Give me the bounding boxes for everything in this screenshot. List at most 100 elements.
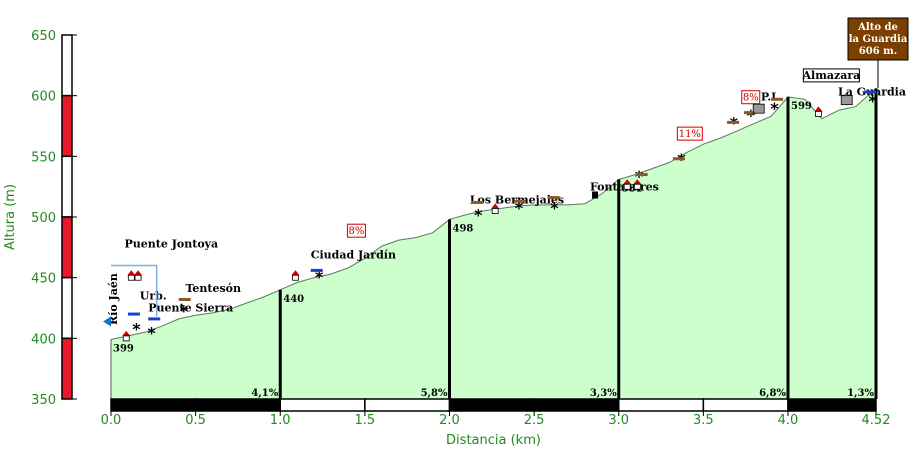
summit-line-2: la Guardia xyxy=(849,34,908,45)
summit-line-3: 606 m. xyxy=(859,46,897,57)
distance-band xyxy=(533,398,620,412)
y-axis-ticks: 350 400 450 500 550 600 650 xyxy=(31,29,77,408)
segment-gradient-label: 3,3% xyxy=(590,388,617,399)
house-icon-body xyxy=(292,274,299,281)
place-label: Río Jaén xyxy=(107,273,120,325)
y-tick-label: 400 xyxy=(31,332,56,347)
distance-band xyxy=(194,398,281,412)
distance-band xyxy=(364,398,451,412)
junction-icon: * xyxy=(635,167,644,186)
place-label: Ciudad Jardín xyxy=(311,248,396,261)
junction-icon: * xyxy=(770,99,779,118)
house-icon-body xyxy=(815,111,822,117)
junction-icon: * xyxy=(747,106,756,125)
segment-markers: 4,1% 440 5,8% 498 3,3% 531 6,8% 599 1,3% 399 xyxy=(113,88,878,399)
elevation-profile xyxy=(110,88,877,400)
distance-bar xyxy=(110,398,877,412)
house-icon-body xyxy=(633,183,641,190)
junction-icon: * xyxy=(315,268,324,287)
junction-icon: * xyxy=(868,92,877,111)
almazara-box xyxy=(802,68,860,83)
segment-elevation-label: 599 xyxy=(791,101,812,112)
x-tick-label: 3.0 xyxy=(608,413,629,428)
segment-gradient-label: 1,3% xyxy=(847,388,874,399)
segment-gradient-label: 6,8% xyxy=(759,388,786,399)
house-icon-body xyxy=(134,274,142,281)
scale-band xyxy=(61,155,73,218)
distance-band xyxy=(110,398,197,412)
x-tick-label: 2.5 xyxy=(524,413,545,428)
ramp-label: 8% xyxy=(743,93,759,104)
mill-icon xyxy=(840,95,853,106)
house-icon-body xyxy=(122,335,130,342)
start-elevation-label: 399 xyxy=(113,344,134,355)
house-icon-body xyxy=(623,183,631,190)
elevation-scale-bar xyxy=(61,34,73,400)
distance-band xyxy=(617,398,705,412)
junction-icon: * xyxy=(474,206,483,225)
x-tick-label: 1.5 xyxy=(355,413,376,428)
river-icon xyxy=(103,316,111,327)
house-icon-body xyxy=(491,208,499,214)
junction-icon: * xyxy=(132,320,141,339)
profile-area xyxy=(111,88,876,400)
junction-icon: * xyxy=(550,198,559,217)
place-label: Urb. xyxy=(140,290,167,303)
junction-icon: * xyxy=(180,301,189,320)
house-icon-roof xyxy=(623,179,632,185)
y-tick-label: 650 xyxy=(31,29,56,44)
place-labels: Puente Jontoya Río Jaén Urb.Puente Sierra T… xyxy=(107,68,906,325)
house-icon-roof xyxy=(633,179,642,185)
y-tick-label: 600 xyxy=(31,90,56,105)
summit-line-1: Alto de xyxy=(857,22,898,33)
x-axis-ticks: 0.0 0.5 1.0 1.5 2.0 2.5 3.0 3.5 4.0 4.52 xyxy=(101,411,890,428)
place-label: Almazara xyxy=(801,69,860,82)
segment-gradient-label: 4,1% xyxy=(251,388,278,399)
distance-band xyxy=(787,398,877,412)
segment-elevation-label: 531 xyxy=(622,183,643,194)
ramp-box xyxy=(741,90,761,105)
place-label: Tentesón xyxy=(185,282,241,295)
scale-band xyxy=(61,337,73,400)
ramp-box xyxy=(346,223,366,238)
y-tick-label: 450 xyxy=(31,272,56,287)
house-icon-roof xyxy=(127,270,136,276)
place-label: Puente Jontoya xyxy=(125,237,219,250)
river-bridge-line xyxy=(111,264,158,317)
junction-icon: * xyxy=(515,198,524,217)
steep-ramp-labels: 8% 11% 8% xyxy=(346,90,761,238)
summit-box xyxy=(847,17,909,61)
ramp-label: 11% xyxy=(679,129,701,140)
segment-elevation-label: 498 xyxy=(452,223,473,234)
place-label: Puente Sierra xyxy=(148,302,233,315)
scale-band xyxy=(61,94,73,158)
y-tick-label: 500 xyxy=(31,211,56,226)
ramp-box xyxy=(676,126,703,141)
ramp-label: 8% xyxy=(348,226,364,237)
factory-icon xyxy=(752,103,765,114)
segment-gradient-label: 5,8% xyxy=(421,388,448,399)
distance-band xyxy=(448,398,535,412)
y-tick-label: 550 xyxy=(31,150,56,165)
house-icon-roof xyxy=(134,270,143,276)
x-tick-label: 3.5 xyxy=(693,413,714,428)
scale-band xyxy=(61,34,73,97)
x-tick-label: 1.0 xyxy=(270,413,291,428)
junction-icon: * xyxy=(147,323,156,342)
distance-band xyxy=(279,398,366,412)
x-axis-title: Distancia (km) xyxy=(446,433,541,448)
house-icon-roof xyxy=(814,106,823,112)
x-tick-label: 0.5 xyxy=(185,413,206,428)
y-axis-title: Altura (m) xyxy=(3,184,18,250)
house-icon-roof xyxy=(491,203,500,209)
house-icon-roof xyxy=(291,270,300,276)
distance-band xyxy=(702,398,789,412)
house-icon-roof xyxy=(122,330,131,336)
house-icon-body xyxy=(127,274,135,281)
segment-elevation-label: 440 xyxy=(283,294,304,305)
fountain-icon xyxy=(592,191,599,199)
route-icons: ************* xyxy=(103,90,877,342)
y-tick-label: 350 xyxy=(31,393,56,408)
